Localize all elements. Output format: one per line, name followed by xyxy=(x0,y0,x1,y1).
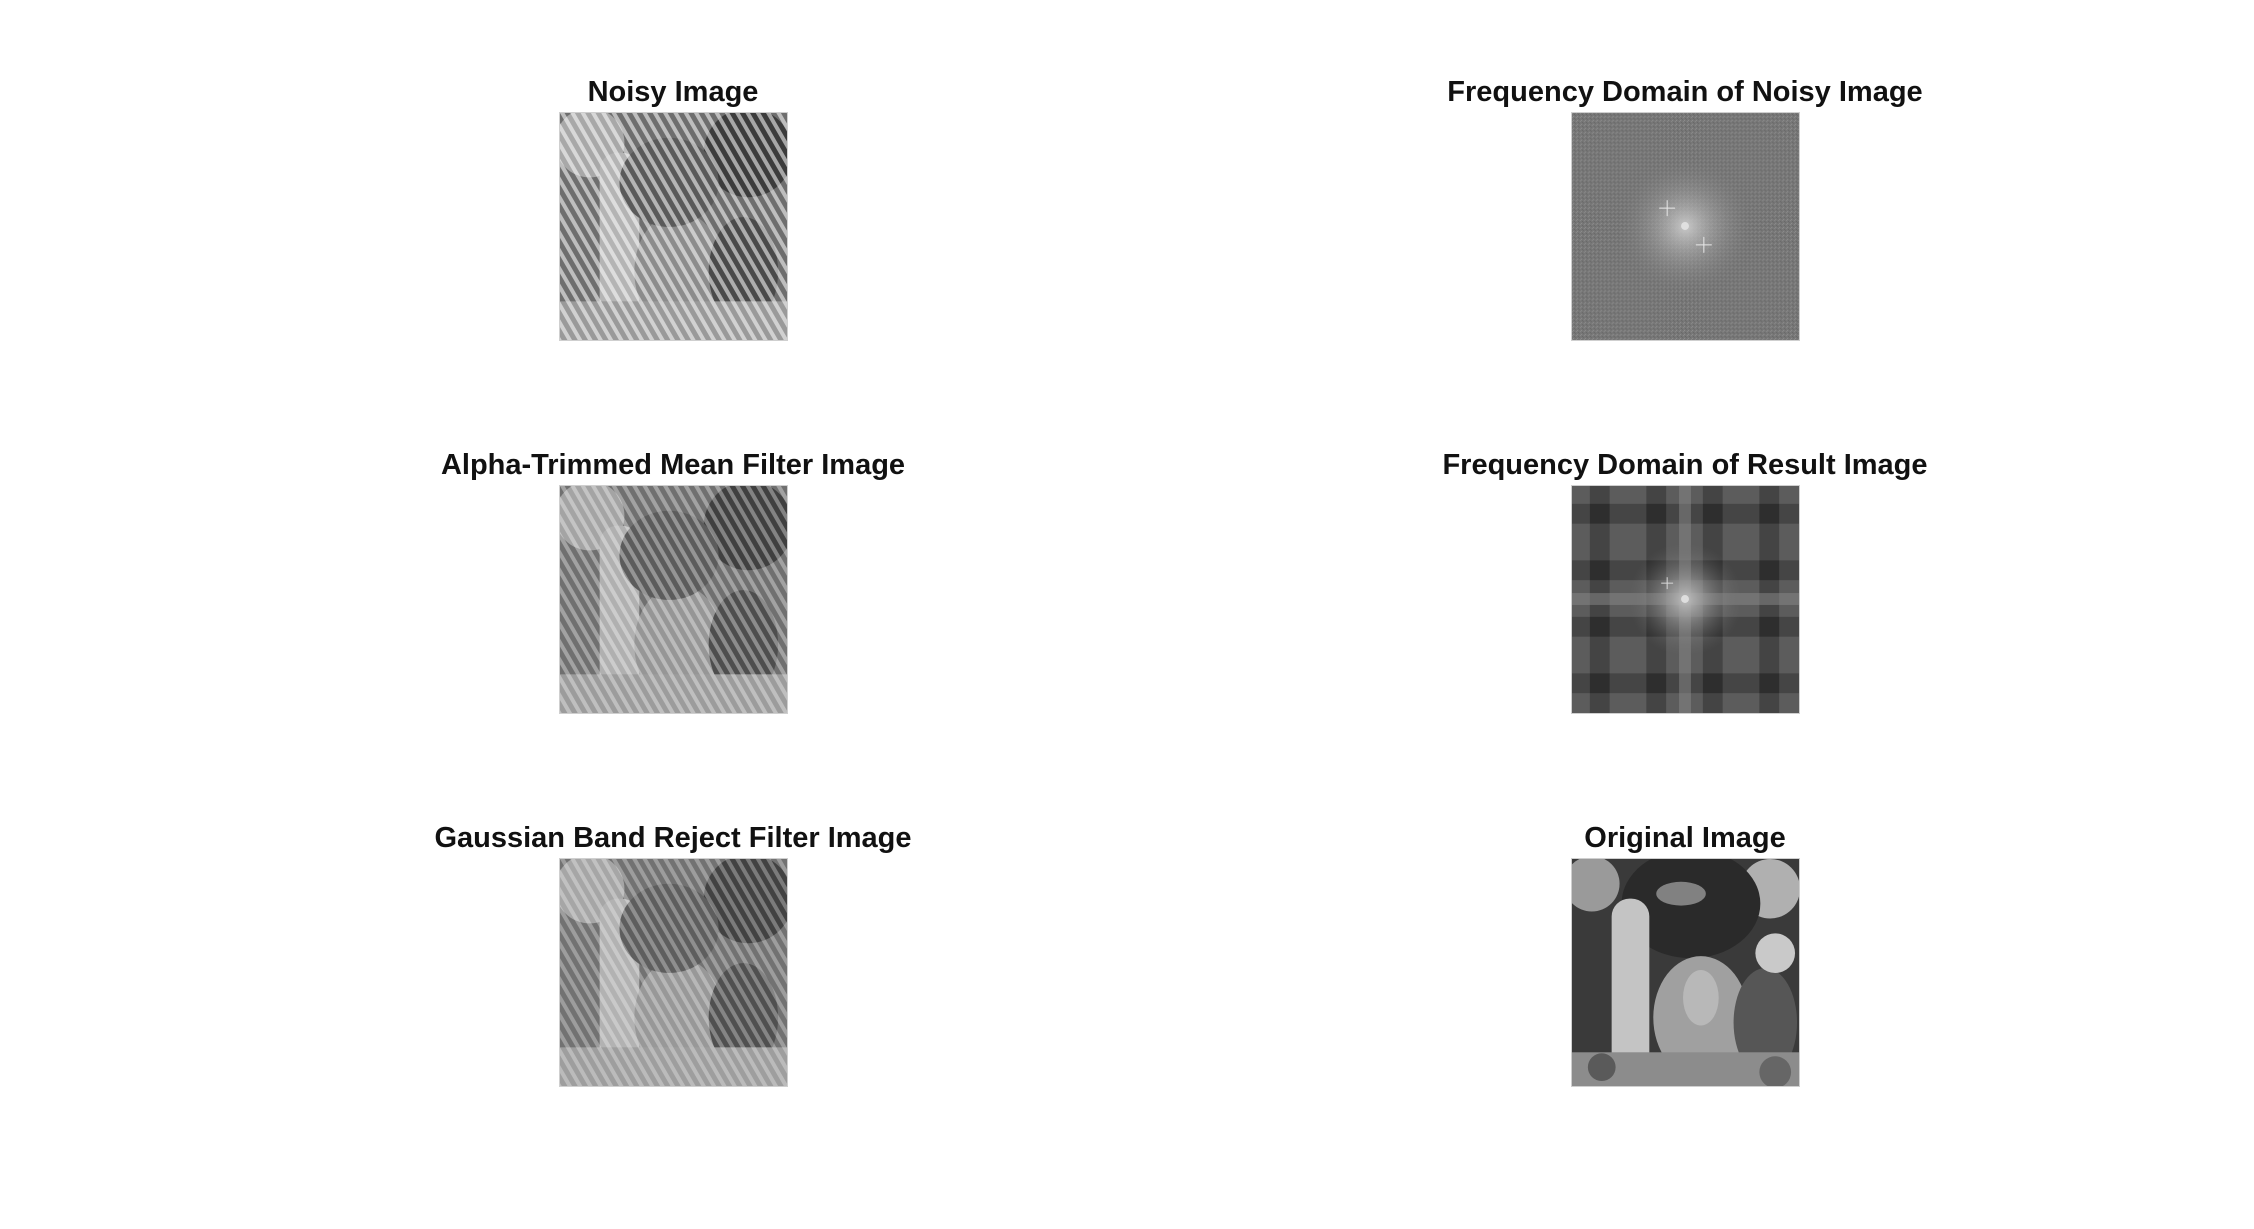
panel-title: Original Image xyxy=(1584,822,1786,854)
panel-frequency-noisy: Frequency Domain of Noisy Image xyxy=(1435,75,1935,341)
panel-title: Gaussian Band Reject Filter Image xyxy=(434,822,912,854)
frequency-result-image xyxy=(1571,485,1800,714)
panel-original-image: Original Image xyxy=(1435,821,1935,1087)
alpha-trimmed-image xyxy=(559,485,788,714)
original-image xyxy=(1571,858,1800,1087)
frequency-noisy-image xyxy=(1571,112,1800,341)
panel-gaussian-band-reject-image: Gaussian Band Reject Filter Image xyxy=(423,821,923,1087)
panel-title: Alpha-Trimmed Mean Filter Image xyxy=(440,449,906,481)
panel-noisy-image: Noisy Image xyxy=(423,75,923,341)
panel-title: Noisy Image xyxy=(587,76,759,108)
gaussian-band-reject-image xyxy=(559,858,788,1087)
noisy-image xyxy=(559,112,788,341)
panel-title: Frequency Domain of Result Image xyxy=(1442,449,1928,481)
panel-alpha-trimmed-image: Alpha-Trimmed Mean Filter Image xyxy=(423,448,923,714)
panel-title: Frequency Domain of Noisy Image xyxy=(1447,76,1923,108)
panel-frequency-result: Frequency Domain of Result Image xyxy=(1435,448,1935,714)
